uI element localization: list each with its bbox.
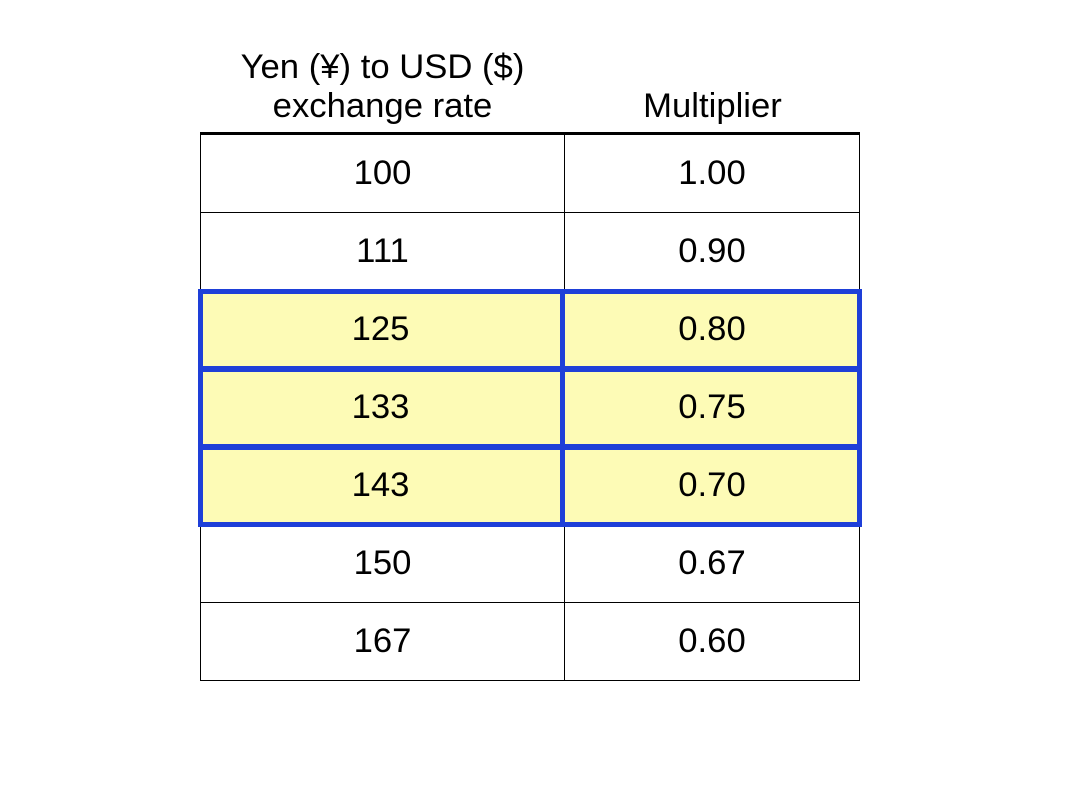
cell-exchange-rate: 133 — [200, 369, 565, 446]
column-header-multiplier: Multiplier — [565, 48, 860, 126]
cell-exchange-rate: 150 — [200, 525, 565, 602]
cell-exchange-rate: 100 — [200, 135, 565, 212]
column-header-exchange-rate: Yen (¥) to USD ($) exchange rate — [200, 48, 565, 126]
cell-multiplier: 0.90 — [565, 213, 860, 290]
header-multiplier-text: Multiplier — [643, 87, 782, 126]
cell-exchange-rate: 111 — [200, 213, 565, 290]
cell-multiplier: 0.75 — [565, 369, 860, 446]
table-row: 1500.67 — [200, 525, 860, 603]
table-row: 1250.80 — [200, 291, 860, 369]
table-row: 1001.00 — [200, 135, 860, 213]
table-header-row: Yen (¥) to USD ($) exchange rate Multipl… — [200, 48, 860, 126]
table-row: 1110.90 — [200, 213, 860, 291]
exchange-rate-table: Yen (¥) to USD ($) exchange rate Multipl… — [200, 48, 860, 681]
table-body: 1001.001110.901250.801330.751430.701500.… — [200, 132, 860, 681]
cell-multiplier: 1.00 — [565, 135, 860, 212]
cell-multiplier: 0.67 — [565, 525, 860, 602]
cell-multiplier: 0.70 — [565, 447, 860, 524]
table-row: 1670.60 — [200, 603, 860, 681]
header-line-1: Yen (¥) to USD ($) — [206, 48, 559, 87]
cell-exchange-rate: 167 — [200, 603, 565, 680]
cell-exchange-rate: 125 — [200, 291, 565, 368]
table-row: 1330.75 — [200, 369, 860, 447]
header-line-2: exchange rate — [206, 87, 559, 126]
cell-multiplier: 0.60 — [565, 603, 860, 680]
table-row: 1430.70 — [200, 447, 860, 525]
cell-exchange-rate: 143 — [200, 447, 565, 524]
cell-multiplier: 0.80 — [565, 291, 860, 368]
